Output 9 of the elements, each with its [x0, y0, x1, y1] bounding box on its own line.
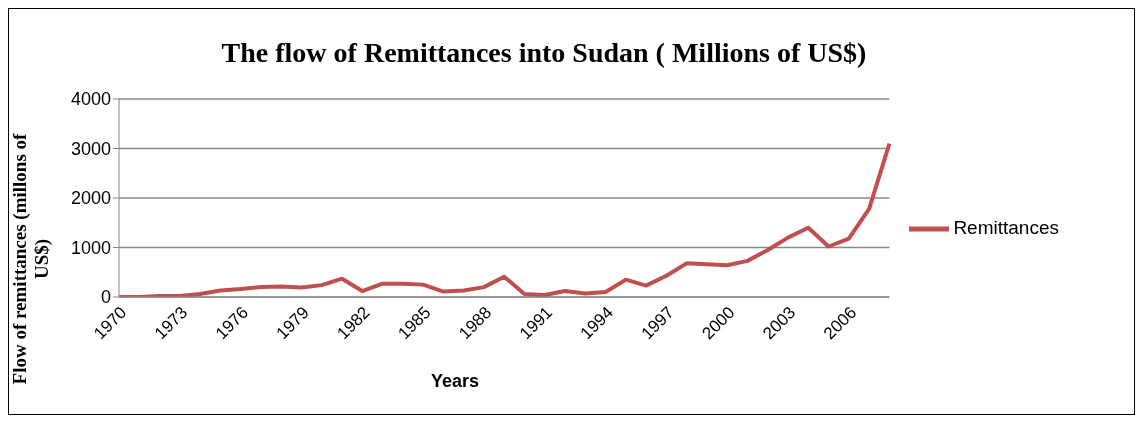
- y-tick-label: 4000: [70, 89, 111, 110]
- x-axis-title: Years: [429, 371, 481, 392]
- y-axis-title: Flow of remittances (millons of US$): [9, 132, 53, 387]
- y-tick-label: 2000: [70, 188, 111, 209]
- legend-label: Remittances: [953, 217, 1059, 239]
- y-tick-label: 3000: [70, 138, 111, 159]
- chart-title: The flow of Remittances into Sudan ( Millions of US$): [220, 37, 868, 69]
- y-tick-label: 0: [100, 287, 111, 308]
- y-tick-label: 1000: [70, 237, 111, 258]
